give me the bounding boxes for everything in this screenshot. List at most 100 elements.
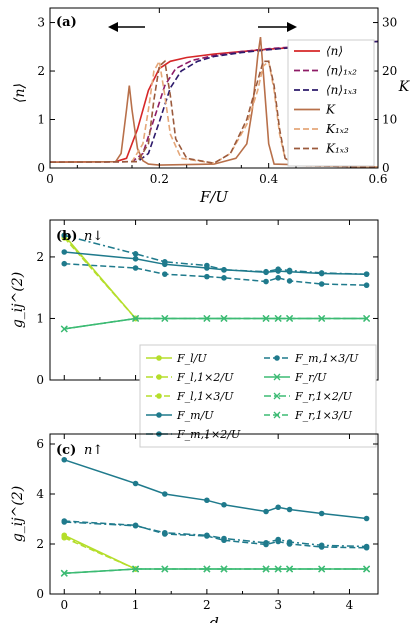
legend-a-label: ⟨n⟩ — [326, 44, 343, 58]
series-panel-c-2-line — [63, 537, 136, 570]
series-panel-b-8-line — [64, 317, 367, 330]
data-point — [221, 537, 227, 544]
panel-b: 0 1 2 g_ij^(2) (b) n↓ F_l/U F_l,1×2/U F_l,1×3/U F… — [10, 219, 379, 448]
data-point-x-marker — [262, 315, 270, 322]
panel-label-panel-b: (b) — [56, 229, 77, 244]
data-point-x-marker — [132, 315, 140, 322]
data-point — [286, 267, 293, 274]
arrow-right-icon — [287, 22, 297, 32]
legend-x-marker — [273, 392, 281, 400]
data-point-x-marker — [286, 565, 294, 573]
xtick-label-panel-c: 1 — [132, 598, 140, 612]
series-panel-b-1-line — [63, 236, 137, 319]
data-point — [204, 497, 210, 504]
series-panel-c-3-line — [64, 459, 367, 520]
xtick-label-panel-c: 3 — [274, 598, 282, 612]
data-point — [263, 268, 269, 275]
data-point — [275, 504, 281, 511]
data-point — [318, 510, 325, 517]
data-point — [61, 518, 68, 524]
data-point — [263, 508, 269, 515]
data-point-x-marker — [274, 565, 282, 573]
legend-panel-b: F_l/UF_l,1×2/UF_l,1×3/UF_m/UF_m,1×2/UF_m… — [139, 344, 377, 448]
data-point-x-marker — [220, 315, 228, 322]
data-point — [363, 282, 370, 289]
ytick-label-left-a: 3 — [37, 16, 45, 30]
xtick-label-panel-c: 2 — [203, 598, 211, 612]
panel-label-a: (a) — [56, 15, 77, 30]
xtick-label-panel-c: 4 — [346, 598, 354, 612]
legend-a: ⟨n⟩ ⟨n⟩₁ₓ₂ ⟨n⟩₁ₓ₃ K K₁ₓ₂ K₁ₓ₃ — [287, 39, 375, 167]
legend-dot-marker — [156, 393, 162, 399]
data-point — [275, 266, 281, 273]
ytick-label-left-a: 2 — [37, 64, 45, 78]
legend-x-marker — [273, 373, 281, 381]
legend-a-label: K — [325, 103, 336, 117]
data-point — [286, 506, 293, 513]
annotation-panel-c: n↑ — [84, 443, 103, 458]
legend-a-label: ⟨n⟩₁ₓ₂ — [326, 64, 357, 78]
ytick-label-left-a: 1 — [37, 113, 45, 127]
legend-a-label: K₁ₓ₃ — [325, 142, 349, 156]
series-panel-b-5-line — [64, 262, 367, 286]
ytick-label-panel-c: 0 — [36, 587, 44, 601]
data-point-x-marker — [60, 569, 68, 577]
legend-dot-marker — [156, 374, 162, 380]
legend-label-panel-b: F_l/U — [176, 352, 207, 365]
data-point — [318, 281, 325, 287]
series-panel-c-8-line — [64, 568, 367, 575]
series-panel-b-6-line — [64, 317, 367, 330]
data-point-x-marker — [132, 565, 140, 573]
legend-box-panel-b — [139, 344, 377, 448]
series-a-4-line — [49, 58, 379, 168]
legend-a-label: ⟨n⟩₁ₓ₃ — [326, 83, 357, 97]
data-point — [318, 270, 325, 276]
data-point-x-marker — [161, 565, 169, 573]
data-point — [318, 544, 325, 550]
data-point — [286, 541, 293, 547]
panel-label-panel-c: (c) — [56, 443, 76, 458]
legend-label-panel-b: F_m/U — [176, 409, 214, 422]
plot-frame-a — [49, 7, 379, 169]
data-point-x-marker — [286, 315, 294, 322]
data-point — [162, 491, 168, 497]
data-point-x-marker — [318, 315, 326, 322]
ytick-label-right-a: 10 — [382, 113, 397, 127]
data-point — [204, 533, 210, 539]
data-point-x-marker — [363, 315, 371, 322]
ytick-label-left-a: 0 — [37, 161, 45, 175]
xtick-label-panel-c: 0 — [60, 598, 68, 612]
data-point — [263, 278, 269, 285]
data-point — [221, 275, 227, 281]
data-point — [132, 522, 139, 529]
series-a-2-line — [49, 40, 379, 163]
data-point — [61, 260, 68, 267]
data-point-x-marker — [262, 565, 270, 573]
data-point-x-marker — [161, 315, 169, 322]
series-panel-b-7-line — [64, 317, 367, 330]
data-point-x-marker — [363, 565, 371, 573]
data-point-x-marker — [60, 325, 68, 333]
series-panel-b-4-line — [64, 234, 367, 275]
legend-dot-marker — [274, 355, 280, 361]
data-point — [132, 255, 139, 262]
data-point — [363, 271, 370, 277]
ytick-label-right-a: 0 — [382, 161, 390, 175]
data-point — [221, 501, 227, 508]
ylabel-panel-b: g_ij^(2) — [10, 272, 26, 328]
legend-label-panel-b: F_r/U — [294, 371, 327, 384]
data-point-x-marker — [203, 565, 211, 573]
data-point — [61, 249, 68, 255]
data-point — [263, 541, 269, 548]
legend-dot-marker — [156, 355, 162, 361]
ytick-label-panel-b: 2 — [36, 250, 44, 264]
data-point — [162, 259, 168, 265]
data-point — [363, 544, 370, 551]
data-point-x-marker — [318, 565, 326, 573]
data-point — [162, 531, 168, 537]
xtick-label-a: 0.6 — [368, 172, 387, 186]
series-a-5-line — [49, 59, 379, 168]
data-point — [61, 534, 68, 541]
data-point — [132, 265, 139, 271]
ytick-label-panel-c: 4 — [36, 487, 44, 501]
